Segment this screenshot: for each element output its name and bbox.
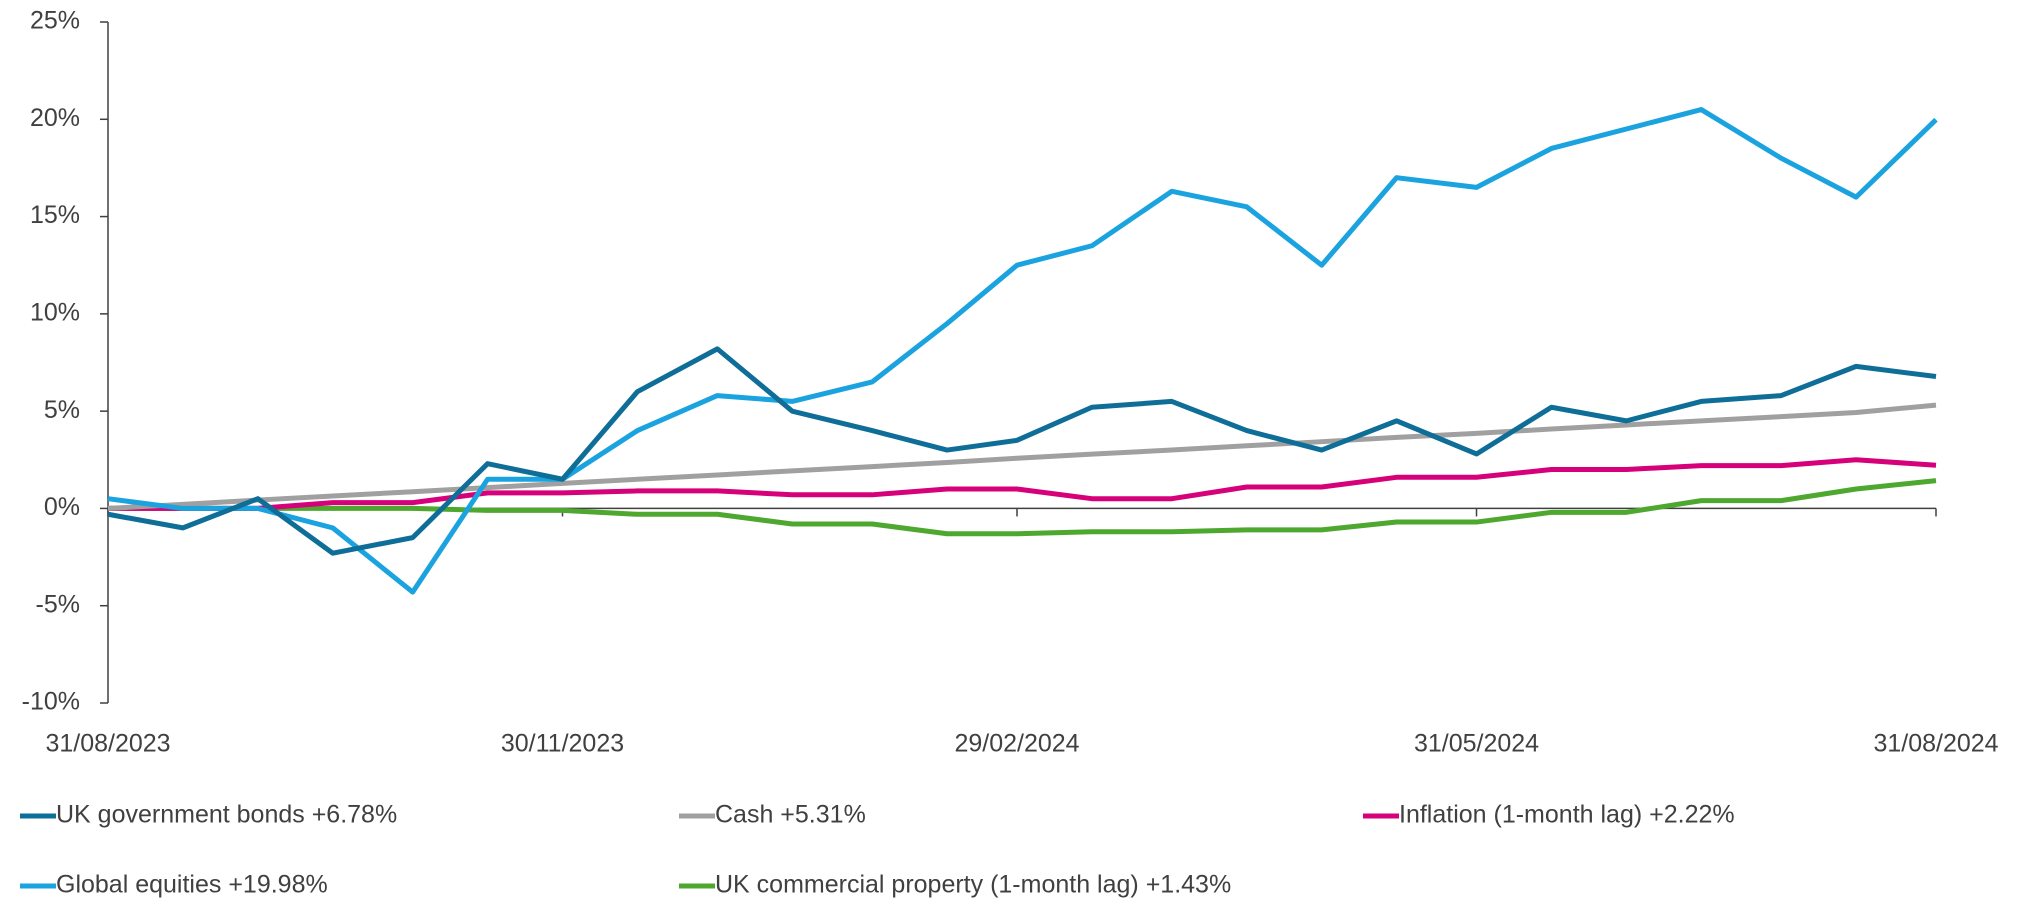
legend-label: Global equities +19.98% — [56, 871, 328, 899]
y-tick-label: 25% — [30, 7, 80, 35]
x-tick-label: 31/08/2024 — [1873, 730, 1998, 758]
y-tick-label: 0% — [44, 493, 80, 521]
legend-label: UK commercial property (1-month lag) +1.… — [715, 871, 1231, 899]
x-tick-label: 31/05/2024 — [1414, 730, 1539, 758]
series-line — [108, 478, 1937, 537]
series-line — [108, 457, 1937, 511]
y-tick-label: -5% — [36, 590, 80, 618]
y-tick-label: 5% — [44, 396, 80, 424]
x-tick-label: 31/08/2023 — [45, 730, 170, 758]
series-line — [107, 402, 1937, 511]
y-tick-label: -10% — [22, 688, 80, 716]
legend-label: UK government bonds +6.78% — [56, 801, 397, 829]
series-line — [107, 107, 1938, 595]
y-tick-label: 20% — [30, 104, 80, 132]
x-tick-label: 30/11/2023 — [501, 730, 624, 758]
y-tick-label: 15% — [30, 201, 80, 229]
legend-label: Inflation (1-month lag) +2.22% — [1399, 801, 1735, 829]
legend-label: Cash +5.31% — [715, 801, 866, 829]
y-tick-label: 10% — [30, 298, 80, 326]
series-line — [107, 346, 1937, 556]
x-tick-label: 29/02/2024 — [954, 730, 1079, 758]
